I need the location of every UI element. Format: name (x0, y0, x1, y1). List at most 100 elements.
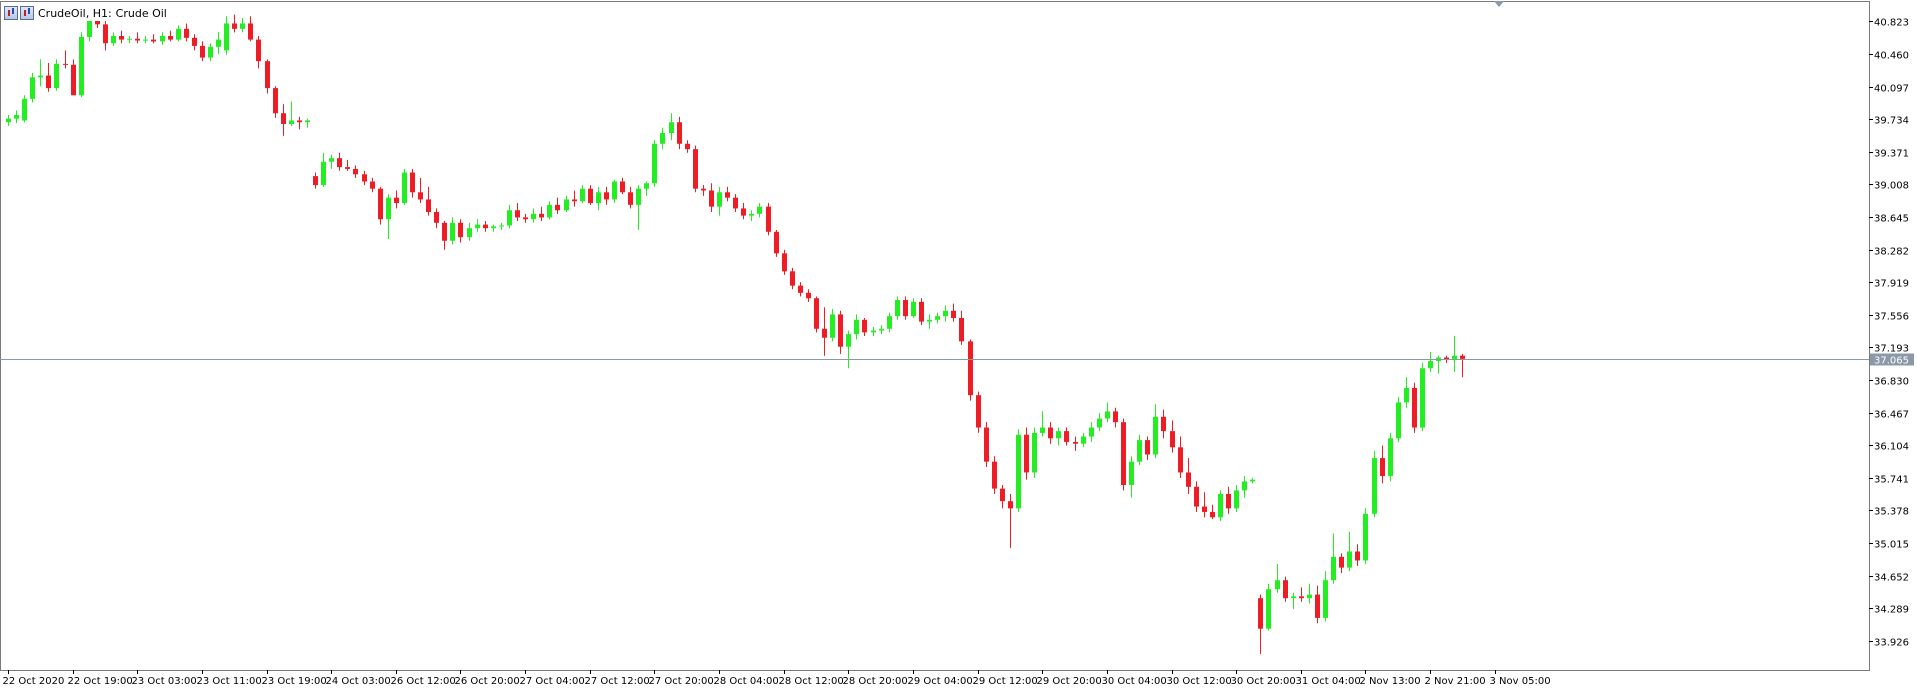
candle-body (467, 228, 472, 238)
candle-body (499, 225, 504, 227)
candle-body (1153, 416, 1158, 455)
candle-body (1307, 594, 1312, 599)
candle-body (669, 122, 674, 134)
candle-body (814, 298, 819, 329)
bar-chart-icon[interactable] (20, 6, 34, 20)
candle-body (1048, 427, 1053, 439)
candle-body (701, 188, 706, 191)
candle-body (192, 37, 197, 46)
candle-body (1291, 596, 1296, 599)
candle-body (1347, 551, 1352, 568)
candle-body (1258, 598, 1263, 629)
y-tick-label: 36.467 (1874, 410, 1909, 421)
x-tick-label: 23 Oct 11:00 (197, 676, 262, 687)
candle-body (935, 316, 940, 320)
candle-body (596, 192, 601, 204)
candle-body (943, 310, 948, 317)
candle-body (1194, 486, 1199, 507)
candle-body (1226, 493, 1231, 509)
x-tick-label: 29 Oct 12:00 (973, 676, 1038, 687)
candle-body (774, 231, 779, 254)
y-tick-label: 36.830 (1874, 377, 1909, 388)
candle-body (1242, 481, 1247, 491)
scroll-marker-icon[interactable] (1494, 1, 1504, 7)
candle-body (798, 285, 803, 293)
y-tick-label: 34.289 (1874, 605, 1909, 616)
title-icons (4, 6, 34, 20)
candle-body (1097, 418, 1102, 428)
candle-body (580, 188, 585, 202)
candle-body (677, 122, 682, 144)
candle-body (426, 199, 431, 213)
candle-body (378, 188, 383, 220)
candle-body (483, 224, 488, 229)
x-tick-label: 28 Oct 12:00 (779, 676, 844, 687)
candle-body (1388, 438, 1393, 477)
y-tick-label: 35.015 (1874, 540, 1909, 551)
x-tick-label: 26 Oct 20:00 (455, 676, 520, 687)
candle-body (806, 292, 811, 299)
candle-body (733, 197, 738, 209)
y-tick-label: 38.645 (1874, 214, 1909, 225)
chart-title-bar: CrudeOil, H1: Crude Oil (4, 5, 171, 21)
candle-body (216, 39, 221, 47)
y-tick-label: 39.008 (1874, 181, 1909, 192)
candle-body (830, 314, 835, 338)
candle-body (790, 271, 795, 286)
candle-body (1210, 511, 1215, 518)
candle-body (1404, 388, 1409, 403)
candle-body (1137, 440, 1142, 462)
candle-body (523, 217, 528, 220)
candle-body (903, 300, 908, 317)
candle-body (313, 176, 318, 186)
candle-body (143, 39, 148, 41)
candle-body (353, 168, 358, 175)
x-tick-label: 2 Nov 21:00 (1425, 676, 1486, 687)
candle-body (1121, 422, 1126, 486)
candle-body (345, 167, 350, 169)
candle-body (38, 75, 43, 78)
candle-body (1323, 580, 1328, 618)
candle-body (766, 206, 771, 232)
current-price-label: 37.065 (1874, 356, 1909, 367)
candle-body (636, 188, 641, 205)
y-tick-label: 38.282 (1874, 247, 1909, 258)
candle-body (329, 158, 334, 162)
candle-body (54, 63, 59, 89)
x-tick-label: 2 Nov 13:00 (1360, 676, 1421, 687)
candle-body (224, 23, 229, 51)
candle-body (418, 192, 423, 200)
candle-body (782, 253, 787, 272)
y-tick-label: 40.460 (1874, 51, 1909, 62)
candle-body (895, 300, 900, 317)
candle-body (176, 28, 181, 40)
x-tick-label: 29 Oct 20:00 (1037, 676, 1102, 687)
candle-body (757, 206, 762, 214)
candle-body (200, 45, 205, 58)
plot-frame (0, 1, 1870, 671)
chart-window-icon[interactable] (4, 6, 18, 20)
candle-body (1113, 411, 1118, 423)
candle-body (968, 341, 973, 396)
x-tick-label: 23 Oct 19:00 (262, 676, 327, 687)
candle-body (1081, 436, 1086, 444)
x-tick-label: 22 Oct 2020 (3, 676, 65, 687)
candle-body (1372, 458, 1377, 514)
y-tick-label: 36.104 (1874, 442, 1909, 453)
x-tick-label: 27 Oct 12:00 (585, 676, 650, 687)
candle-body (693, 149, 698, 189)
candle-body (531, 213, 536, 220)
candle-body (1315, 594, 1320, 618)
candle-body (547, 204, 552, 218)
current-price-label-bg (1870, 353, 1914, 366)
candle-body (1428, 361, 1433, 369)
candle-body (6, 118, 11, 123)
candle-body (450, 222, 455, 241)
candle-body (685, 143, 690, 150)
y-tick-label: 39.734 (1874, 116, 1909, 127)
candle-body (620, 181, 625, 193)
candle-body (22, 98, 27, 121)
candle-body (1218, 493, 1223, 518)
